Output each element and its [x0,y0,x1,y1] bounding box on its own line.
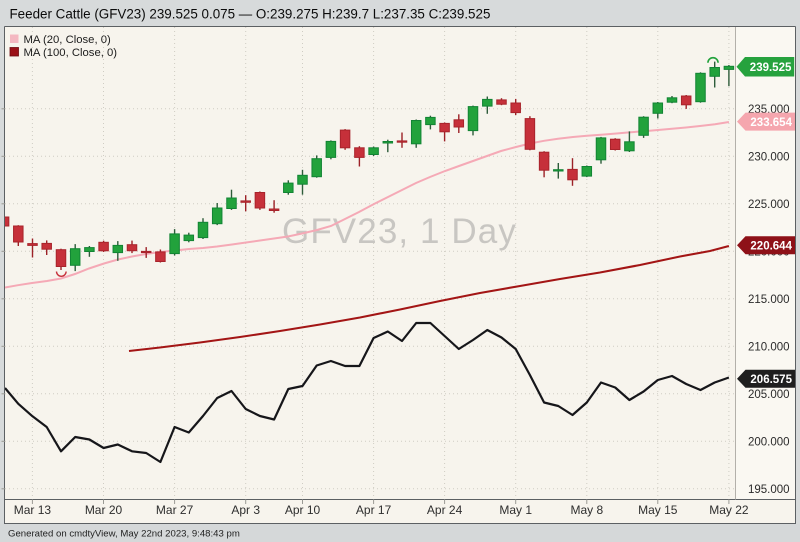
svg-text:210.000: 210.000 [748,341,790,353]
svg-text:230.000: 230.000 [748,151,790,163]
svg-text:May 22: May 22 [709,503,749,517]
svg-text:Apr 24: Apr 24 [427,503,463,517]
svg-text:MA (20, Close, 0): MA (20, Close, 0) [24,34,112,46]
svg-text:Mar 13: Mar 13 [14,503,52,517]
svg-text:GFV23, 1 Day: GFV23, 1 Day [282,212,517,251]
svg-text:225.000: 225.000 [748,199,790,211]
svg-text:Generated on cmdtyView, May 22: Generated on cmdtyView, May 22nd 2023, 9… [8,529,240,540]
svg-text:May 1: May 1 [499,503,532,517]
svg-text:215.000: 215.000 [748,294,790,306]
svg-text:May 8: May 8 [570,503,603,517]
svg-text:220.644: 220.644 [750,240,792,252]
svg-text:May 15: May 15 [638,503,678,517]
svg-text:Apr 3: Apr 3 [231,503,260,517]
svg-text:Apr 17: Apr 17 [356,503,392,517]
svg-text:Mar 27: Mar 27 [156,503,194,517]
svg-text:Mar 20: Mar 20 [85,503,123,517]
svg-text:Apr 10: Apr 10 [285,503,321,517]
svg-text:Feeder Cattle (GFV23) 239.525: Feeder Cattle (GFV23) 239.525 0.075 — O:… [10,7,491,22]
svg-text:239.525: 239.525 [750,62,792,74]
svg-text:206.575: 206.575 [750,374,792,386]
svg-text:200.000: 200.000 [748,436,790,448]
svg-text:233.654: 233.654 [750,117,792,129]
svg-text:MA (100, Close, 0): MA (100, Close, 0) [24,47,118,59]
svg-text:205.000: 205.000 [748,389,790,401]
svg-text:195.000: 195.000 [748,484,790,496]
